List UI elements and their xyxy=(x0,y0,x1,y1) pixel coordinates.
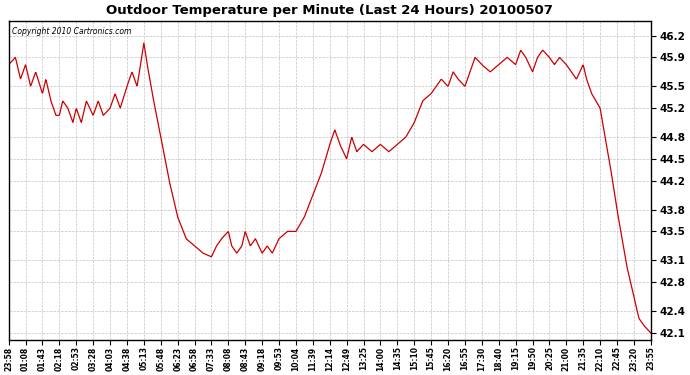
Title: Outdoor Temperature per Minute (Last 24 Hours) 20100507: Outdoor Temperature per Minute (Last 24 … xyxy=(106,4,553,17)
Text: Copyright 2010 Cartronics.com: Copyright 2010 Cartronics.com xyxy=(12,27,131,36)
